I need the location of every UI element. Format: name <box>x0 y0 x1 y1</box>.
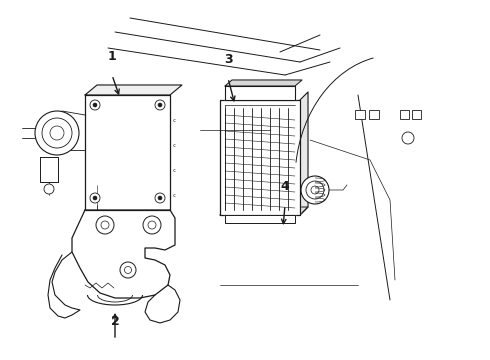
Polygon shape <box>225 215 295 223</box>
Text: c: c <box>172 167 175 172</box>
Text: c: c <box>172 143 175 148</box>
Circle shape <box>44 184 54 194</box>
Bar <box>400 110 409 119</box>
Polygon shape <box>225 86 295 100</box>
Text: 4: 4 <box>281 180 290 193</box>
Circle shape <box>155 193 165 203</box>
Polygon shape <box>220 100 300 215</box>
Circle shape <box>90 193 100 203</box>
Polygon shape <box>48 252 80 318</box>
Circle shape <box>402 132 414 144</box>
Circle shape <box>96 216 114 234</box>
Circle shape <box>148 221 156 229</box>
Circle shape <box>42 118 72 148</box>
Circle shape <box>158 196 162 200</box>
Circle shape <box>155 100 165 110</box>
Text: 1: 1 <box>108 50 117 63</box>
Circle shape <box>93 196 97 200</box>
Circle shape <box>35 111 79 155</box>
Circle shape <box>120 262 136 278</box>
Circle shape <box>311 186 319 194</box>
Bar <box>355 110 365 119</box>
Polygon shape <box>300 92 308 215</box>
Polygon shape <box>145 285 180 323</box>
Text: c: c <box>172 117 175 122</box>
Circle shape <box>301 176 329 204</box>
Polygon shape <box>225 80 302 86</box>
Text: 3: 3 <box>224 53 232 66</box>
Polygon shape <box>220 207 308 215</box>
Polygon shape <box>85 95 170 210</box>
Circle shape <box>124 266 131 274</box>
Polygon shape <box>85 85 182 95</box>
Circle shape <box>93 103 97 107</box>
Polygon shape <box>72 210 175 298</box>
Text: 2: 2 <box>111 315 120 328</box>
Circle shape <box>306 181 324 199</box>
Circle shape <box>101 221 109 229</box>
Bar <box>369 110 379 119</box>
Circle shape <box>50 126 64 140</box>
Circle shape <box>143 216 161 234</box>
Text: c: c <box>172 193 175 198</box>
Bar <box>412 110 421 119</box>
Circle shape <box>158 103 162 107</box>
Polygon shape <box>40 157 58 182</box>
Circle shape <box>90 100 100 110</box>
